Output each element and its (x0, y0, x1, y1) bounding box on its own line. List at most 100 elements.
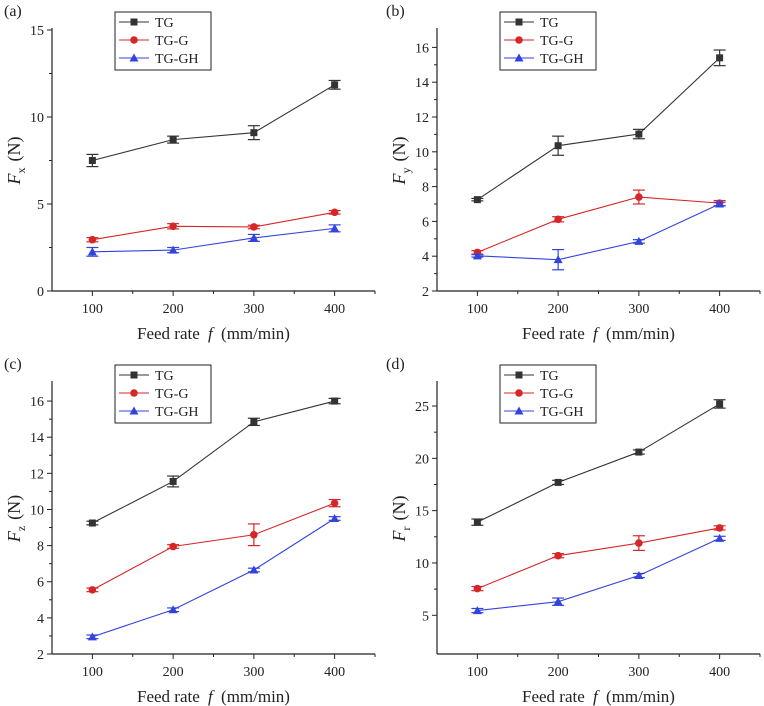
data-point (88, 157, 96, 164)
y-tick-label: 20 (415, 452, 429, 467)
panel-label: (c) (4, 356, 22, 373)
data-point (330, 499, 339, 507)
x-axis-label-text: Feed rate (522, 687, 589, 706)
data-point (169, 136, 177, 144)
y-tick-label: 10 (30, 111, 44, 126)
x-axis-label-symbol: f (208, 324, 215, 343)
legend-marker (515, 389, 523, 397)
x-axis-label-unit: (mm/min) (602, 687, 675, 706)
data-point (634, 236, 644, 245)
y-axis-label-symbol: F (4, 173, 24, 186)
legend: TG TG-G TG-GH (114, 11, 212, 71)
y-tick-label: 25 (415, 400, 429, 415)
data-point (250, 129, 258, 137)
legend-marker (130, 389, 138, 397)
data-point (331, 81, 339, 89)
y-tick-label: 16 (30, 395, 44, 410)
y-axis-label: Fy (N) (389, 137, 413, 186)
legend: TG TG-G TG-GH (499, 11, 597, 71)
x-tick-label: 100 (467, 665, 488, 680)
y-tick-label: 4 (37, 612, 44, 627)
data-point (634, 571, 644, 580)
chart-panel-a: (a) 0 5 10 15 100 200 300 400 Feed rate f (mm/min… (0, 0, 382, 353)
y-tick-label: 10 (415, 146, 429, 161)
chart-svg: (d) 5 10 15 20 25 100 200 300 400 Feed rate f (mm/… (386, 356, 761, 706)
data-point (472, 251, 482, 260)
series-line (477, 203, 720, 261)
data-point (87, 632, 97, 641)
data-point (330, 223, 340, 232)
data-point (473, 584, 482, 593)
x-tick-label: 400 (709, 665, 730, 680)
y-tick-label: 14 (30, 431, 44, 446)
x-tick-label: 100 (82, 665, 103, 680)
legend: TG TG-G TG-GH (499, 364, 597, 424)
x-axis-label-unit: (mm/min) (217, 687, 290, 706)
data-point (554, 551, 562, 560)
x-tick-label: 200 (163, 665, 184, 680)
data-point (715, 199, 725, 208)
y-axis-label-symbol: F (389, 530, 409, 543)
y-axis-label-subscript: y (399, 168, 413, 174)
series-line (477, 196, 720, 253)
data-point (250, 530, 258, 539)
data-point (88, 235, 97, 244)
y-tick-label: 8 (422, 181, 429, 196)
x-axis-label-text: Feed rate (137, 687, 204, 706)
x-tick-label: 400 (324, 302, 345, 317)
y-axis-label-unit: (N) (4, 495, 25, 520)
legend-label: TG-GH (540, 405, 584, 420)
data-point (553, 597, 563, 606)
data-point (554, 215, 562, 224)
legend-marker (129, 406, 139, 415)
data-point (168, 245, 178, 254)
legend-marker (130, 371, 138, 379)
legend-label: TG-G (540, 387, 573, 402)
data-point (554, 142, 562, 150)
data-point (330, 514, 340, 522)
data-point (635, 130, 643, 138)
data-point (250, 418, 258, 426)
series-line (92, 84, 335, 162)
data-point (472, 606, 482, 615)
x-tick-label: 300 (243, 302, 264, 317)
x-tick-label: 300 (243, 665, 264, 680)
y-tick-label: 5 (37, 198, 44, 213)
x-tick-label: 100 (82, 302, 103, 317)
series-tg (471, 49, 726, 204)
data-point (553, 255, 563, 264)
x-axis-label-unit: (mm/min) (217, 324, 290, 343)
legend-marker (515, 371, 523, 379)
legend-marker (514, 53, 524, 62)
chart-svg: (c) 2 4 6 8 10 12 14 16 100 200 300 400 Feed rate f (… (4, 356, 376, 706)
y-tick-label: 5 (422, 609, 429, 624)
series-line (477, 403, 720, 523)
y-axis-label-subscript: x (14, 168, 28, 174)
series-tg-gh (471, 199, 726, 271)
x-tick-label: 200 (548, 665, 569, 680)
legend-label: TG (540, 369, 559, 384)
x-axis-label-text: Feed rate (522, 324, 589, 343)
series-tg (86, 397, 341, 527)
y-tick-label: 0 (37, 285, 44, 300)
series-line (92, 502, 335, 591)
y-tick-label: 4 (422, 250, 429, 265)
legend-marker (129, 53, 139, 62)
x-tick-label: 100 (467, 302, 488, 317)
series-tg-gh (86, 223, 341, 257)
y-tick-label: 8 (37, 540, 44, 555)
data-point (169, 222, 177, 231)
series-tg-g (86, 208, 341, 244)
data-point (635, 539, 643, 547)
legend: TG TG-G TG-GH (114, 364, 212, 424)
y-axis-label-symbol: F (4, 530, 24, 543)
y-axis-label-unit: (N) (4, 137, 25, 162)
y-tick-label: 12 (415, 111, 429, 126)
series-tg-g (471, 524, 726, 593)
y-tick-label: 15 (415, 505, 429, 520)
data-point (168, 605, 178, 614)
data-point (88, 519, 96, 527)
chart-panel-b: (b) 2 4 6 8 10 12 14 16 100 200 300 400 Feed rate f (… (382, 0, 764, 353)
legend-label: TG-GH (155, 52, 199, 67)
x-axis-label-symbol: f (208, 687, 215, 706)
